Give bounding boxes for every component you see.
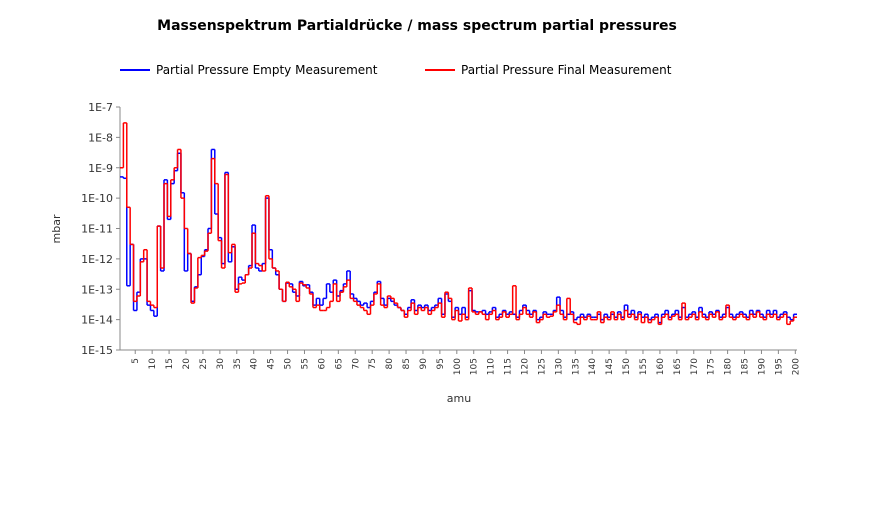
x-tick-label: 90 [419, 358, 429, 370]
y-tick-label: 1E-7 [88, 101, 113, 114]
y-tick-label: 1E-13 [81, 283, 113, 296]
x-tick-label: 80 [385, 358, 395, 370]
x-tick-label: 40 [250, 358, 260, 370]
x-tick-label: 115 [504, 358, 514, 375]
y-tick-label: 1E-12 [81, 253, 113, 266]
y-axis-label: mbar [50, 214, 63, 243]
x-tick-label: 150 [622, 358, 632, 375]
x-tick-label: 45 [267, 358, 277, 369]
legend-label: Partial Pressure Empty Measurement [156, 63, 378, 77]
x-tick-label: 50 [284, 358, 294, 370]
x-tick-label: 75 [368, 358, 378, 369]
x-tick-label: 65 [334, 358, 344, 369]
x-tick-label: 110 [487, 358, 497, 375]
x-tick-label: 140 [588, 358, 598, 375]
x-tick-label: 5 [131, 358, 141, 364]
x-tick-label: 175 [707, 358, 717, 375]
x-tick-label: 95 [436, 358, 446, 369]
x-axis-label: amu [447, 392, 471, 405]
x-tick-label: 85 [402, 358, 412, 369]
y-tick-label: 1E-8 [88, 131, 113, 144]
x-tick-label: 15 [165, 358, 175, 369]
x-tick-label: 145 [605, 358, 615, 375]
x-tick-label: 60 [317, 358, 327, 370]
x-tick-label: 180 [724, 358, 734, 375]
legend-label: Partial Pressure Final Measurement [461, 63, 672, 77]
x-tick-label: 195 [774, 358, 784, 375]
x-tick-label: 125 [537, 358, 547, 375]
x-tick-label: 155 [639, 358, 649, 375]
x-tick-label: 200 [791, 358, 801, 375]
x-tick-label: 170 [690, 358, 700, 375]
x-tick-label: 185 [741, 358, 751, 375]
x-tick-label: 130 [554, 358, 564, 375]
x-tick-label: 25 [199, 358, 209, 369]
y-tick-label: 1E-10 [81, 192, 113, 205]
x-tick-label: 190 [757, 358, 767, 375]
chart-title: Massenspektrum Partialdrücke / mass spec… [157, 18, 677, 34]
y-tick-label: 1E-15 [81, 344, 113, 357]
x-tick-label: 160 [656, 358, 666, 375]
x-tick-label: 35 [233, 358, 243, 369]
x-tick-label: 10 [148, 358, 158, 370]
x-tick-label: 20 [182, 358, 192, 370]
x-tick-label: 70 [351, 358, 361, 370]
x-tick-label: 100 [453, 358, 463, 375]
x-tick-label: 120 [521, 358, 531, 375]
x-tick-label: 30 [216, 358, 226, 370]
y-tick-label: 1E-14 [81, 314, 113, 327]
x-tick-label: 135 [571, 358, 581, 375]
x-tick-label: 165 [673, 358, 683, 375]
x-tick-label: 105 [470, 358, 480, 375]
y-tick-label: 1E-11 [81, 223, 113, 236]
y-tick-label: 1E-9 [88, 162, 113, 175]
x-tick-label: 55 [300, 358, 310, 369]
